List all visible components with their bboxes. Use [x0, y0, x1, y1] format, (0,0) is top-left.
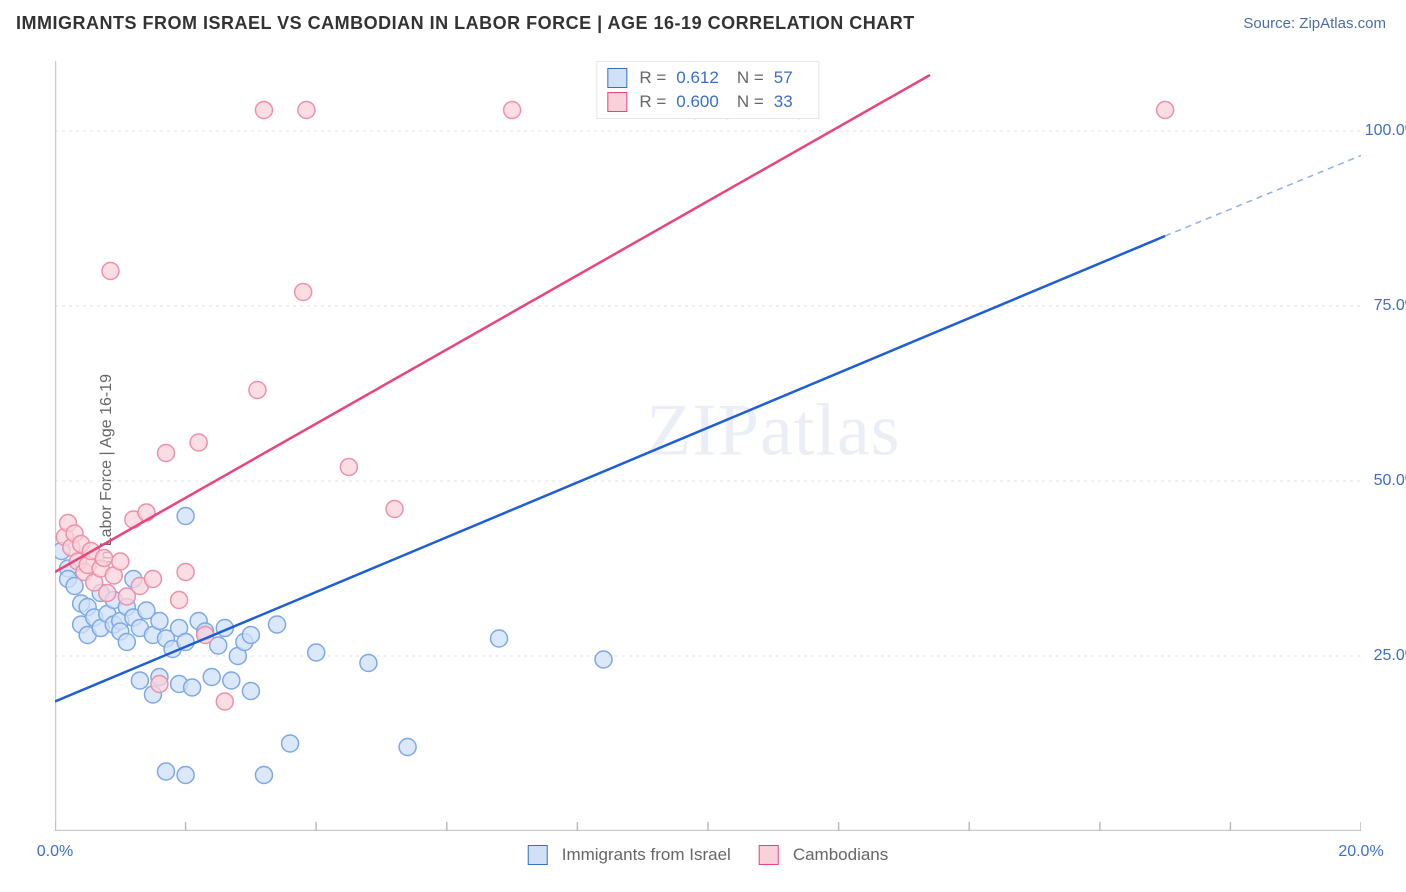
swatch-icon	[607, 68, 627, 88]
legend-row-israel: R = 0.612 N = 57	[607, 66, 804, 90]
plot-area: ZIPatlas R = 0.612 N = 57 R = 0.600 N = …	[55, 61, 1361, 831]
x-tick-label: 0.0%	[37, 843, 73, 861]
swatch-icon	[607, 92, 627, 112]
n-value: 33	[774, 90, 793, 114]
n-label: N =	[737, 66, 764, 90]
scatter-plot-svg	[55, 61, 1361, 831]
legend-label: Cambodians	[793, 845, 888, 865]
legend-label: Immigrants from Israel	[562, 845, 731, 865]
chart-title: IMMIGRANTS FROM ISRAEL VS CAMBODIAN IN L…	[16, 13, 915, 34]
swatch-icon	[528, 845, 548, 865]
chart-area: In Labor Force | Age 16-19 ZIPatlas R = …	[0, 46, 1406, 892]
source-credit: Source: ZipAtlas.com	[1243, 15, 1386, 32]
r-label: R =	[639, 66, 666, 90]
source-link[interactable]: ZipAtlas.com	[1299, 15, 1386, 32]
x-tick-label: 20.0%	[1338, 843, 1383, 861]
y-tick-label: 25.0%	[1374, 647, 1406, 665]
swatch-icon	[759, 845, 779, 865]
n-label: N =	[737, 90, 764, 114]
legend-row-cambodian: R = 0.600 N = 33	[607, 90, 804, 114]
legend-item-israel[interactable]: Immigrants from Israel	[528, 845, 731, 865]
n-value: 57	[774, 66, 793, 90]
legend-series: Immigrants from Israel Cambodians	[528, 845, 889, 865]
header-bar: IMMIGRANTS FROM ISRAEL VS CAMBODIAN IN L…	[0, 0, 1406, 46]
source-prefix: Source:	[1243, 15, 1299, 32]
r-value: 0.612	[676, 66, 719, 90]
y-tick-label: 100.0%	[1365, 122, 1406, 140]
legend-correlation-box: R = 0.612 N = 57 R = 0.600 N = 33	[596, 61, 819, 119]
r-value: 0.600	[676, 90, 719, 114]
r-label: R =	[639, 90, 666, 114]
y-tick-label: 75.0%	[1374, 297, 1406, 315]
y-tick-label: 50.0%	[1374, 472, 1406, 490]
legend-item-cambodian[interactable]: Cambodians	[759, 845, 888, 865]
